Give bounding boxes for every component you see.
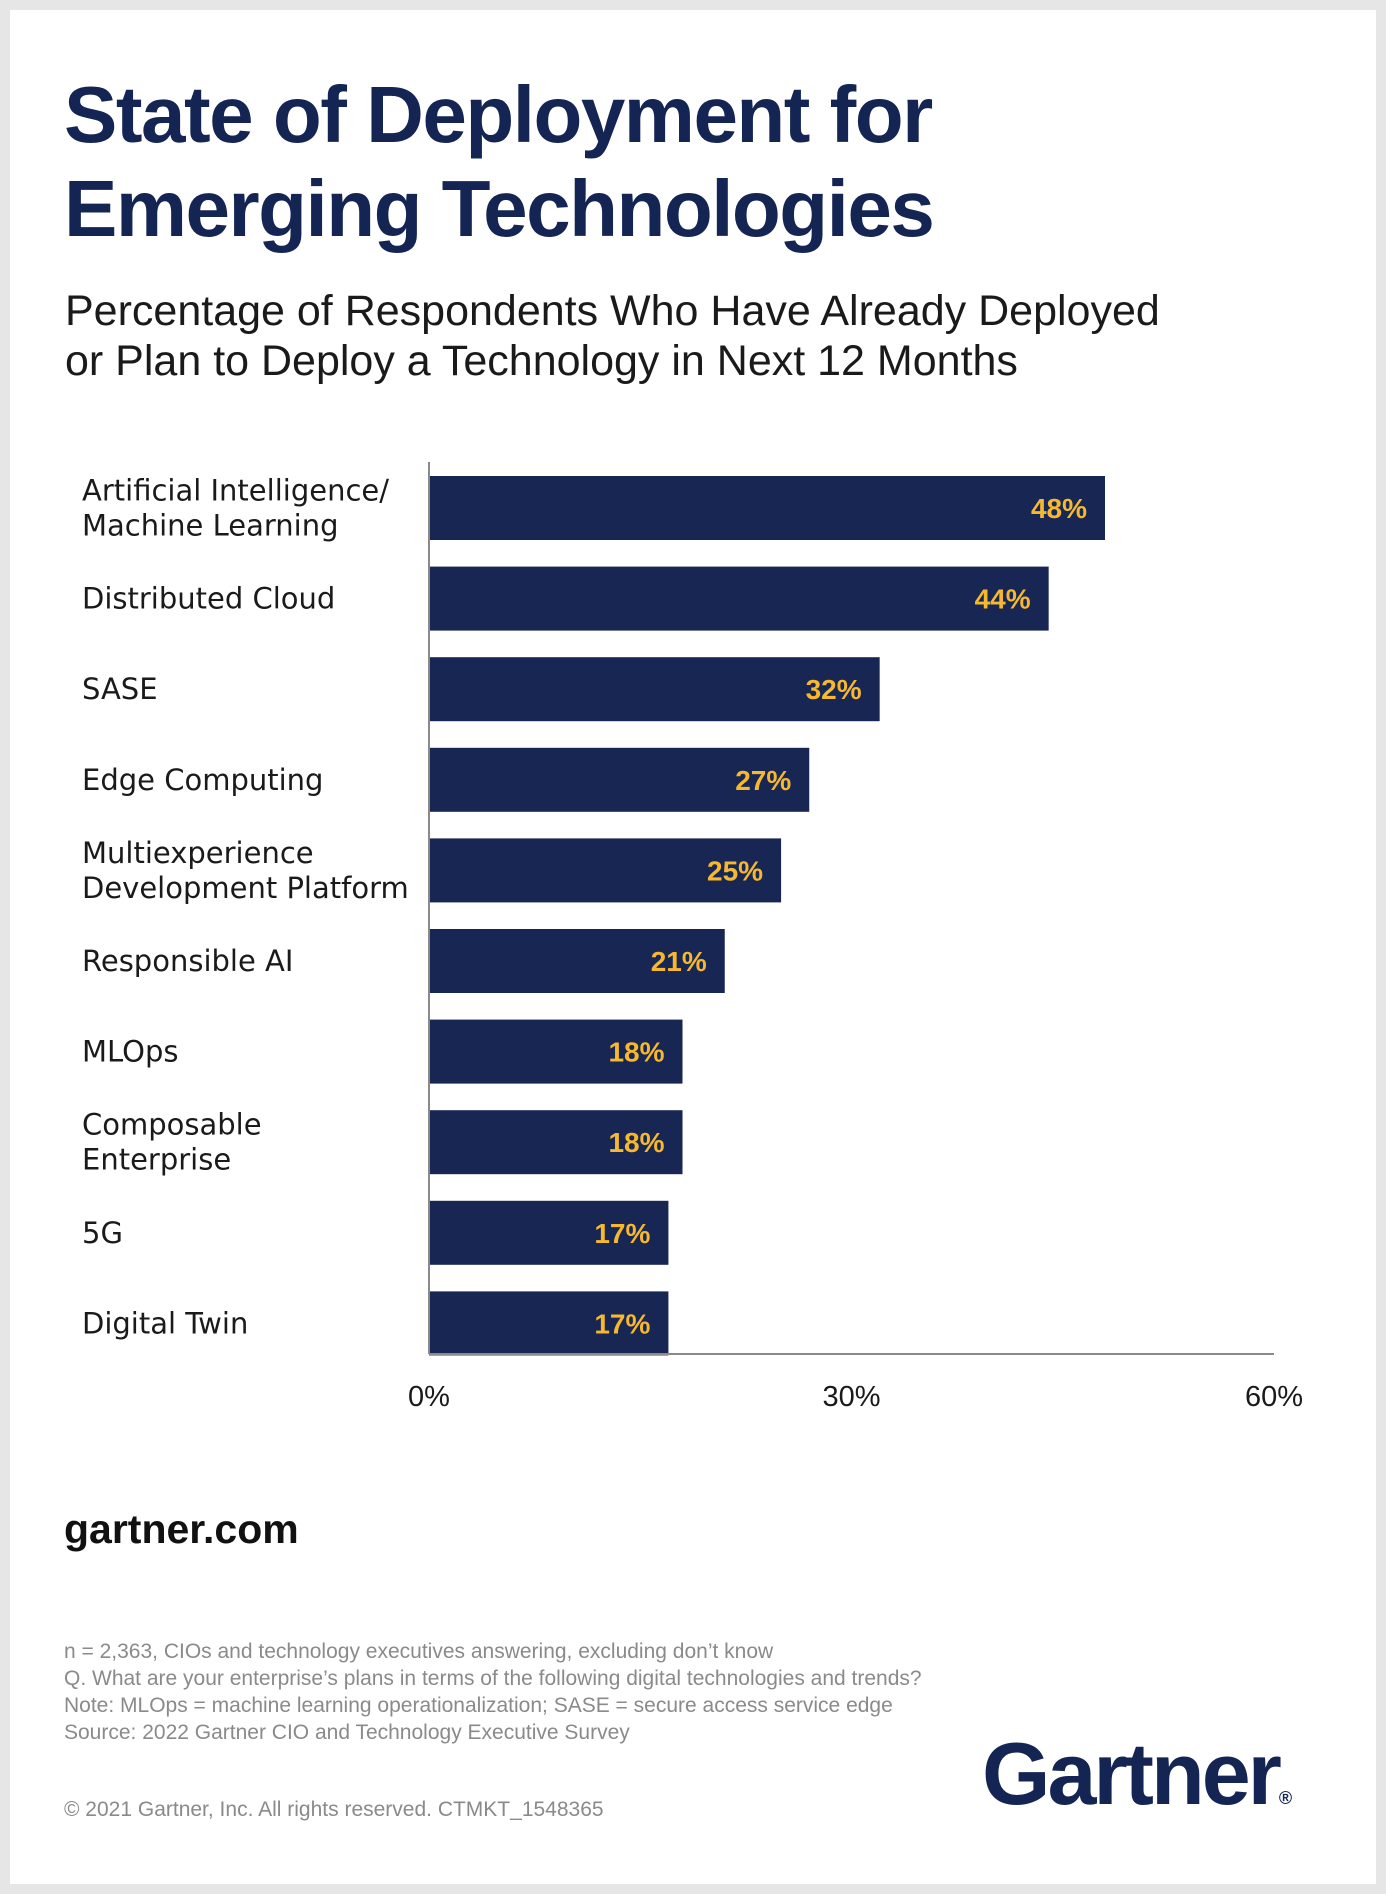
copyright-text: © 2021 Gartner, Inc. All rights reserved…	[64, 1798, 604, 1821]
site-url[interactable]: gartner.com	[64, 1506, 299, 1552]
bar	[429, 1200, 669, 1265]
category-label: Composable	[82, 1108, 262, 1142]
title-line-1: State of Deployment for	[64, 70, 933, 159]
note-line: Q. What are your enterprise’s plans in t…	[64, 1667, 922, 1690]
bar	[429, 566, 1049, 631]
bar	[429, 838, 782, 903]
value-label: 17%	[594, 1308, 650, 1339]
logo-text: Gartner	[982, 1724, 1282, 1823]
bar	[429, 929, 725, 993]
value-label: 44%	[975, 584, 1031, 615]
note-line: Note: MLOps = machine learning operation…	[64, 1694, 893, 1717]
category-label: SASE	[82, 672, 158, 706]
chart-subtitle: Percentage of Respondents Who Have Alrea…	[65, 286, 1345, 386]
page-title: State of Deployment for Emerging Technol…	[64, 68, 1284, 256]
note-line: n = 2,363, CIOs and technology executive…	[64, 1640, 774, 1663]
category-label: Artificial Intelligence/	[82, 474, 389, 508]
x-tick-label: 0%	[408, 1381, 450, 1413]
gartner-logo: Gartner®	[982, 1724, 1292, 1848]
value-label: 27%	[735, 765, 791, 796]
survey-notes: n = 2,363, CIOs and technology executive…	[64, 1638, 1164, 1746]
title-line-2: Emerging Technologies	[64, 164, 935, 253]
bar	[429, 1291, 669, 1356]
value-label: 32%	[806, 674, 862, 705]
value-label: 17%	[594, 1218, 650, 1249]
category-label: Edge Computing	[82, 763, 323, 797]
category-label: Digital Twin	[82, 1306, 248, 1340]
value-label: 48%	[1031, 493, 1087, 524]
category-label: Machine Learning	[82, 509, 339, 543]
bar	[429, 476, 1105, 540]
note-line: Source: 2022 Gartner CIO and Technology …	[64, 1721, 630, 1744]
category-label: Development Platform	[82, 871, 409, 905]
registered-mark: ®	[1278, 1788, 1293, 1808]
bar-chart: 48% Artificial Intelligence/Machine Learn…	[82, 462, 1303, 1413]
category-label: Enterprise	[82, 1143, 231, 1177]
value-label: 18%	[608, 1037, 664, 1068]
bar	[429, 1110, 683, 1175]
subtitle-line-2: or Plan to Deploy a Technology in Next 1…	[65, 337, 1018, 385]
category-label: Multiexperience	[82, 836, 314, 870]
bar	[429, 657, 880, 722]
category-label: 5G	[82, 1216, 123, 1250]
x-tick-label: 30%	[822, 1381, 880, 1413]
value-label: 25%	[707, 855, 763, 886]
x-tick-label: 60%	[1245, 1381, 1303, 1413]
bar	[429, 1019, 683, 1084]
category-label: Distributed Cloud	[82, 582, 335, 616]
category-label: Responsible AI	[82, 944, 293, 978]
value-label: 18%	[608, 1127, 664, 1158]
value-label: 21%	[651, 946, 707, 977]
category-label: MLOps	[82, 1035, 179, 1069]
bar	[429, 747, 810, 812]
subtitle-line-1: Percentage of Respondents Who Have Alrea…	[65, 287, 1160, 335]
